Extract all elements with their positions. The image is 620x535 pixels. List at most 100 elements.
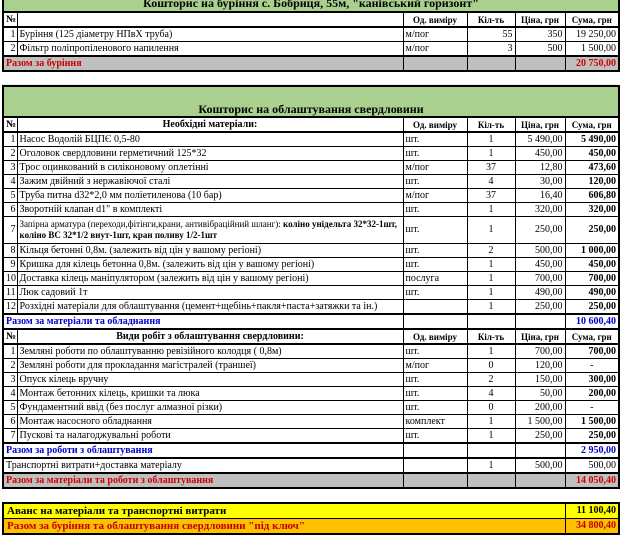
qty-cell: 1 [466,202,516,217]
qty-cell: 0 [466,400,516,415]
materials-total-label: Разом за матеріали та обладнання [2,313,404,330]
drilling-total-sum: 20 750,00 [564,55,620,72]
description-cell: Монтаж бетонних кілець, кришки та люка [16,386,404,401]
final-total-sum: 34 800,40 [564,518,620,535]
col-header-qty: Кіл-ть [466,11,516,28]
table-row: 12 Розхідні матеріали для облаштування (ц… [2,299,620,315]
qty-cell: 1 [466,146,516,161]
table-row: 5 Фундаментний ввід (без послуг алмазної … [2,400,620,415]
description-cell: Буріння (125 діаметру НПвХ труба) [16,26,404,42]
empty-cell [514,55,566,72]
price-cell: 150,00 [514,372,566,387]
description-cell: Розхідні матеріали для облаштування (цем… [16,299,404,315]
arrangement-grand-total-label: Разом за матеріали та роботи з облаштува… [2,472,404,489]
table-row: 4 Зажим двійний з нержавіючої сталі шт. 4 30… [2,174,620,189]
sum-cell: 473,60 [564,160,620,175]
sum-cell: 490,00 [564,285,620,300]
unit-cell: шт. [402,372,468,387]
qty-cell: 37 [466,188,516,203]
advance-sum: 11 100,40 [564,502,620,519]
row-number-cell: 4 [2,386,18,401]
sum-cell: 250,00 [564,428,620,444]
row-number-cell: 1 [2,26,18,42]
qty-cell: 1 [466,343,516,359]
sum-cell: 300,00 [564,372,620,387]
description-cell: Пускові та налагоджувальні роботи [16,428,404,444]
description-cell: Опуск кілець вручну [16,372,404,387]
price-cell: 1 500,00 [514,414,566,429]
arrangement-title-row: Кошторис на облаштування свердловини [2,85,620,118]
qty-cell: 3 [466,41,516,57]
arrangement-grand-total-sum: 14 050,40 [564,472,620,489]
sum-cell: - [564,400,620,415]
description-cell: Земляні роботи по облаштуванню ревізійно… [16,343,404,359]
sum-cell: 120,00 [564,174,620,189]
table-row: 5 Труба питна d32*2,0 мм поліетиленова (1… [2,188,620,203]
unit-cell: м/пог [402,160,468,175]
sum-cell: 200,00 [564,386,620,401]
col-header-num: № [2,328,18,345]
price-cell: 120,00 [514,358,566,373]
price-cell: 250,00 [514,216,566,244]
col-header-price: Ціна, грн [514,11,566,28]
drilling-title: Кошторис на буріння с. Бобриця, 55м, "ка… [2,0,620,13]
col-header-sum: Сума, грн [564,116,620,133]
qty-cell: 2 [466,372,516,387]
empty-cell [514,442,566,459]
materials-rows: 1 Насос Водолій БЦПЄ 0,5-80 шт. 1 5 490,00 5 … [2,131,620,315]
table-row: 11 Люк садовий 1т шт. 1 490,00 490,00 [2,285,620,300]
price-cell: 450,00 [514,146,566,161]
sum-cell: 250,00 [564,216,620,244]
col-header-price: Ціна, грн [514,116,566,133]
sum-cell: 250,00 [564,299,620,315]
row-number-cell: 10 [2,271,18,286]
unit-cell: шт. [402,146,468,161]
works-total-sum: 2 950,00 [564,442,620,459]
description-cell: Зажим двійний з нержавіючої сталі [16,174,404,189]
sum-cell: 5 490,00 [564,131,620,147]
description-cell: Трос оцинкований в силіконовому оплетінн… [16,160,404,175]
description-cell: Зворотній клапан d1" в комплекті [16,202,404,217]
empty-cell [402,442,468,459]
unit-cell: шт. [402,202,468,217]
transport-qty: 1 [466,457,516,474]
table-row: 10 Доставка кілець маніпулятором (залежит… [2,271,620,286]
empty-cell [402,313,468,330]
qty-cell: 4 [466,174,516,189]
empty-cell [466,313,516,330]
price-cell: 700,00 [514,343,566,359]
table-row: 3 Опуск кілець вручну шт. 2 150,00 300,00 [2,372,620,387]
price-cell: 490,00 [514,285,566,300]
qty-cell: 1 [466,299,516,315]
col-header-qty: Кіл-ть [466,116,516,133]
table-row: 7 Пускові та налагоджувальні роботи шт. 1 25… [2,428,620,444]
col-header-sum: Сума, грн [564,328,620,345]
description-cell: Оголовок свердловини герметичний 125*32 [16,146,404,161]
row-number-cell: 8 [2,243,18,258]
row-number-cell: 5 [2,400,18,415]
row-number-cell: 12 [2,299,18,315]
works-rows: 1 Земляні роботи по облаштуванню ревізійн… [2,343,620,444]
description-cell: Люк садовий 1т [16,285,404,300]
works-total-label: Разом за роботи з облаштування [2,442,404,459]
price-cell: 12,80 [514,160,566,175]
drilling-estimate-table: Кошторис на буріння с. Бобриця, 55м, "ка… [2,0,620,72]
table-row: 6 Зворотній клапан d1" в комплекті шт. 1 320… [2,202,620,217]
empty-cell [514,472,566,489]
price-cell: 250,00 [514,428,566,444]
row-number-cell: 7 [2,428,18,444]
unit-cell: шт. [402,216,468,244]
price-cell: 250,00 [514,299,566,315]
qty-cell: 1 [466,257,516,272]
col-header-sum: Сума, грн [564,11,620,28]
price-cell: 16,40 [514,188,566,203]
drilling-rows: 1 Буріння (125 діаметру НПвХ труба) м/пог 5… [2,26,620,57]
description-cell: Запірна арматура (переходи,фітінги,крани… [16,216,404,244]
price-cell: 5 490,00 [514,131,566,147]
row-number-cell: 4 [2,174,18,189]
empty-cell [514,313,566,330]
description-cell: Фундаментний ввід (без послуг алмазної р… [16,400,404,415]
transport-desc: Транспортні витрати+доставка матеріалу [2,457,404,474]
row-number-cell: 2 [2,41,18,57]
unit-cell: м/пог [402,41,468,57]
